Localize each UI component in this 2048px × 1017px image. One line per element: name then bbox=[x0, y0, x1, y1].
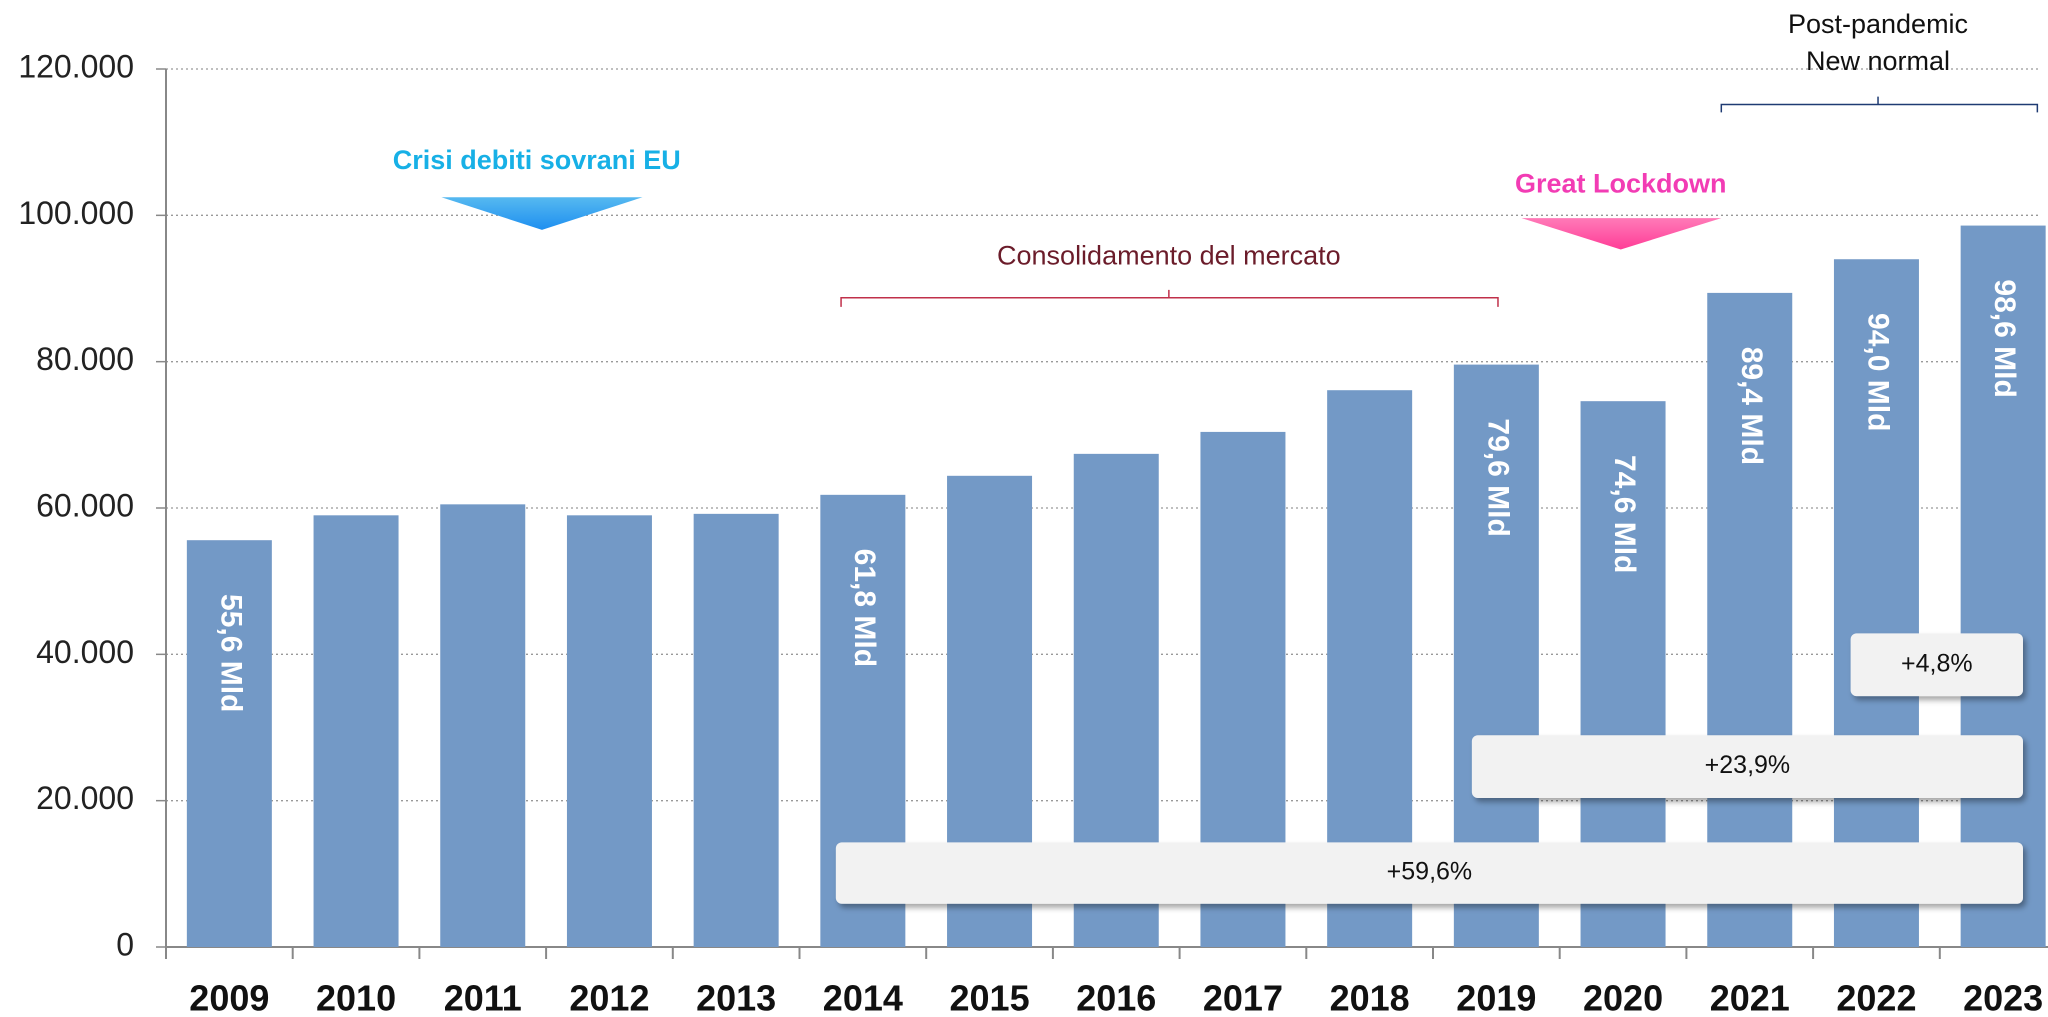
y-tick-label: 80.000 bbox=[36, 341, 134, 377]
growth-box bbox=[835, 842, 2023, 904]
x-tick-label: 2018 bbox=[1330, 978, 1410, 1017]
bar bbox=[566, 515, 652, 947]
arrow bbox=[441, 197, 643, 230]
x-tick-label: 2014 bbox=[823, 978, 903, 1017]
data-label: 79,6 Mld bbox=[1481, 418, 1514, 536]
x-tick-label: 2023 bbox=[1963, 978, 2043, 1017]
x-tick-label: 2016 bbox=[1076, 978, 1156, 1017]
data-label: 74,6 Mld bbox=[1608, 455, 1641, 573]
y-tick-label: 100.000 bbox=[18, 195, 134, 231]
data-label: 61,8 Mld bbox=[848, 549, 881, 667]
x-tick-label: 2019 bbox=[1456, 978, 1536, 1017]
y-tick-label: 120.000 bbox=[18, 48, 134, 84]
bar bbox=[186, 540, 272, 947]
annotation: New normal bbox=[1806, 46, 1950, 76]
bracket bbox=[1720, 96, 2039, 113]
growth-label: +23,9% bbox=[1705, 751, 1791, 779]
y-tick-label: 20.000 bbox=[36, 780, 134, 816]
arrow bbox=[1521, 218, 1722, 250]
x-tick-label: 2017 bbox=[1203, 978, 1283, 1017]
x-tick-label: 2011 bbox=[444, 978, 522, 1017]
bar bbox=[440, 504, 526, 947]
y-tick-label: 60.000 bbox=[36, 487, 134, 523]
growth-box bbox=[1850, 633, 2023, 697]
x-tick-label: 2013 bbox=[696, 978, 776, 1017]
bar bbox=[313, 515, 399, 947]
bar bbox=[1707, 292, 1793, 947]
data-label: 94,0 Mld bbox=[1862, 313, 1895, 431]
bar bbox=[1833, 259, 1919, 947]
annotation: Post-pandemic bbox=[1788, 9, 1968, 39]
growth-label: +4,8% bbox=[1901, 649, 1973, 677]
annotation: Crisi debiti sovrani EU bbox=[393, 145, 681, 175]
x-tick-label: 2012 bbox=[569, 978, 649, 1017]
x-tick-label: 2022 bbox=[1836, 978, 1916, 1017]
data-label: 98,6 Mld bbox=[1988, 279, 2021, 397]
bar bbox=[693, 513, 779, 947]
annotation: Great Lockdown bbox=[1515, 169, 1727, 199]
bracket bbox=[840, 289, 1499, 307]
x-tick-label: 2015 bbox=[950, 978, 1030, 1017]
x-tick-label: 2021 bbox=[1710, 978, 1790, 1017]
data-label: 55,6 Mld bbox=[214, 594, 247, 712]
data-label: 89,4 Mld bbox=[1735, 347, 1768, 465]
x-tick-label: 2010 bbox=[316, 978, 396, 1017]
x-tick-label: 2009 bbox=[189, 978, 269, 1017]
bar bbox=[1960, 225, 2046, 947]
growth-box bbox=[1471, 735, 2023, 798]
growth-label: +59,6% bbox=[1387, 858, 1473, 886]
annotation: Consolidamento del mercato bbox=[997, 240, 1341, 270]
x-tick-label: 2020 bbox=[1583, 978, 1663, 1017]
y-tick-label: 0 bbox=[116, 926, 134, 962]
y-tick-label: 40.000 bbox=[36, 634, 134, 670]
